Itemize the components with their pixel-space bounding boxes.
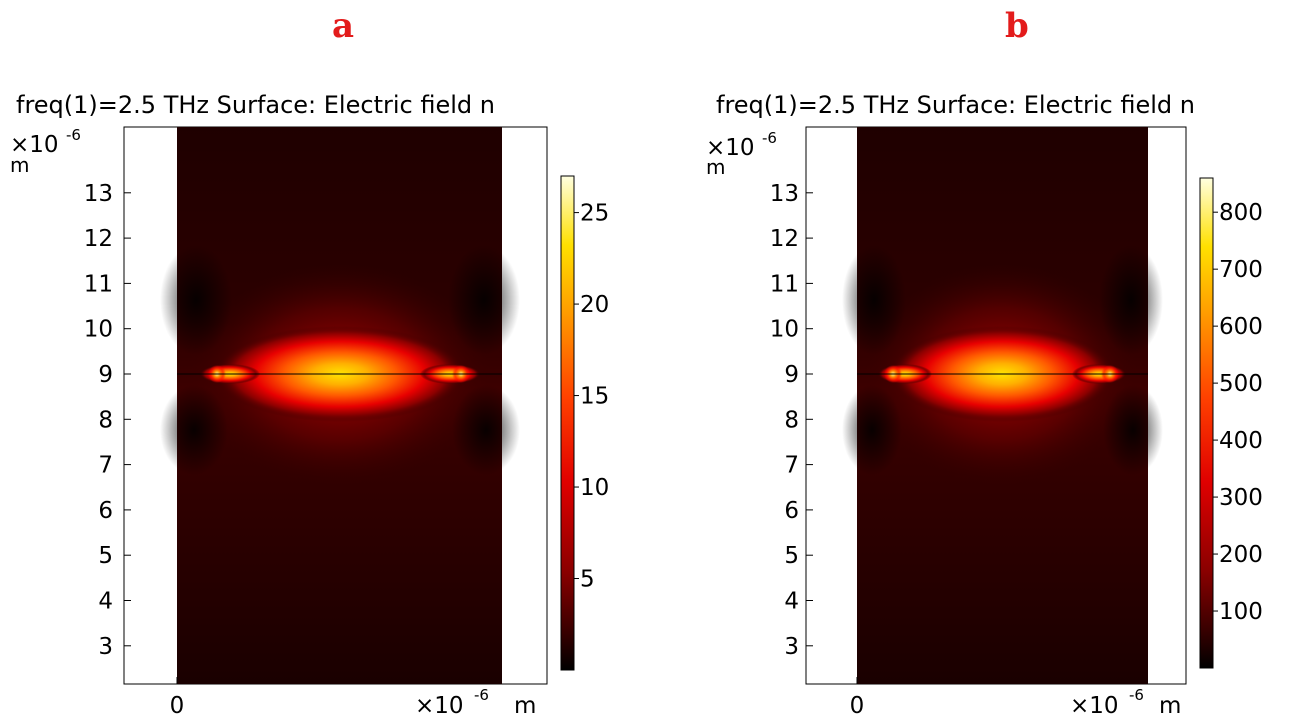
y-scale-label: ×10 <box>10 132 59 158</box>
x-unit: m <box>514 693 536 719</box>
y-tick-label: 8 <box>98 407 113 433</box>
y-unit: m <box>10 153 29 177</box>
y-scale-exponent: -6 <box>66 126 81 144</box>
colorbar-tick-label: 500 <box>1219 371 1263 397</box>
colorbar-tick-label: 300 <box>1219 485 1263 511</box>
x-scale-exponent: -6 <box>1129 686 1144 704</box>
colorbar-tick-label: 100 <box>1219 599 1263 625</box>
colorbar-tick-label: 400 <box>1219 428 1263 454</box>
y-tick-label: 5 <box>784 543 799 569</box>
y-tick-label: 4 <box>784 589 799 615</box>
x-tick-label: 0 <box>170 693 185 719</box>
x-scale-label: ×10 <box>415 693 464 719</box>
plot-title: freq(1)=2.5 THz Surface: Electric field … <box>716 91 1195 119</box>
x-scale-exponent: -6 <box>474 686 489 704</box>
y-tick-label: 4 <box>98 589 113 615</box>
y-scale-exponent: -6 <box>762 129 777 147</box>
x-scale-label: ×10 <box>1070 693 1119 719</box>
colorbar-ticks: 5 10 15 20 25 <box>574 201 609 593</box>
y-tick-label: 3 <box>98 634 113 660</box>
y-tick-label: 13 <box>770 181 799 207</box>
y-tick-label: 9 <box>98 362 113 388</box>
field-heatmap <box>842 127 1163 684</box>
y-tick-label: 6 <box>784 498 799 524</box>
panel-label-b: b <box>1005 6 1029 46</box>
x-axis: 0 <box>850 677 865 719</box>
colorbar-tick-label: 5 <box>580 567 595 593</box>
y-axis: 3 4 5 6 7 8 9 10 11 12 13 <box>770 181 813 660</box>
y-tick-label: 8 <box>784 407 799 433</box>
colorbar-tick-label: 10 <box>580 475 609 501</box>
colorbar-tick-label: 600 <box>1219 314 1263 340</box>
colorbar-tick-label: 25 <box>580 201 609 227</box>
y-tick-label: 6 <box>98 498 113 524</box>
colorbar <box>1199 177 1214 669</box>
y-axis: 3 4 5 6 7 8 9 10 11 12 13 <box>84 181 131 660</box>
y-tick-label: 3 <box>784 634 799 660</box>
y-tick-label: 7 <box>98 453 113 479</box>
y-tick-label: 10 <box>84 317 113 343</box>
y-tick-label: 12 <box>84 226 113 252</box>
y-tick-label: 12 <box>770 226 799 252</box>
y-tick-label: 7 <box>784 453 799 479</box>
y-tick-label: 11 <box>84 271 113 297</box>
y-unit: m <box>706 155 725 179</box>
y-tick-label: 10 <box>770 317 799 343</box>
plot-title: freq(1)=2.5 THz Surface: Electric field … <box>16 91 495 119</box>
y-tick-label: 5 <box>98 543 113 569</box>
colorbar-tick-label: 800 <box>1219 200 1263 226</box>
panel-label-a: a <box>332 6 355 46</box>
panel-a: freq(1)=2.5 THz Surface: Electric field … <box>10 91 609 719</box>
x-axis: 0 <box>170 677 185 719</box>
x-tick-label: 0 <box>850 693 865 719</box>
colorbar-tick-label: 200 <box>1219 542 1263 568</box>
colorbar-tick-label: 20 <box>580 292 609 318</box>
field-heatmap <box>160 127 520 684</box>
colorbar-tick-label: 700 <box>1219 257 1263 283</box>
x-unit: m <box>1159 693 1181 719</box>
colorbar <box>560 175 575 671</box>
y-tick-label: 13 <box>84 181 113 207</box>
y-scale-label: ×10 <box>706 135 755 161</box>
colorbar-ticks: 100 200 300 400 500 600 700 800 <box>1213 200 1263 625</box>
colorbar-tick-label: 15 <box>580 384 609 410</box>
panel-b: freq(1)=2.5 THz Surface: Electric field … <box>706 91 1263 719</box>
y-tick-label: 11 <box>770 271 799 297</box>
y-tick-label: 9 <box>784 362 799 388</box>
